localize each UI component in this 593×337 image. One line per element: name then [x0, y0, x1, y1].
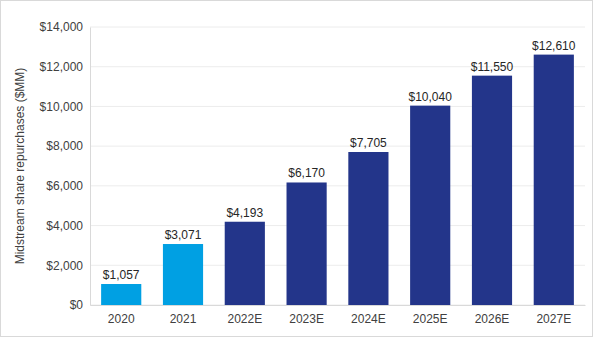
data-label: $1,057 — [103, 268, 140, 282]
y-tick-label: $2,000 — [46, 259, 83, 273]
grid-line — [90, 27, 585, 28]
frame — [1, 1, 593, 337]
y-tick-label: $6,000 — [46, 179, 83, 193]
data-label: $10,040 — [409, 90, 453, 104]
data-label: $7,705 — [350, 136, 387, 150]
y-tick-label: $12,000 — [40, 60, 84, 74]
x-tick-label: 2020 — [108, 312, 135, 326]
y-tick-label: $0 — [70, 298, 84, 312]
x-tick: 2021 — [170, 305, 197, 326]
x-tick: 2026E — [475, 305, 510, 326]
data-label: $3,071 — [165, 228, 202, 242]
x-tick: 2024E — [351, 305, 386, 326]
y-tick: $0 — [70, 298, 90, 312]
bar — [534, 55, 574, 305]
x-tick-label: 2024E — [351, 312, 386, 326]
y-tick: $12,000 — [40, 60, 90, 74]
data-label: $12,610 — [532, 39, 576, 53]
x-axis: 2020 2021 2022E 2023E 2024E 2025E 2026E 2027E — [91, 305, 586, 326]
data-label: $11,550 — [471, 60, 514, 74]
x-tick: 2025E — [413, 305, 448, 326]
x-tick: 2027E — [536, 305, 571, 326]
x-tick: 2020 — [108, 305, 135, 326]
x-tick-label: 2027E — [536, 312, 571, 326]
y-tick-label: $4,000 — [46, 219, 83, 233]
bar — [101, 284, 141, 305]
y-tick: $4,000 — [46, 219, 90, 233]
y-tick: $6,000 — [46, 179, 90, 193]
chart: $0 $2,000 $4,000 $6,000 $8,000 $10,000 $12,000… — [0, 0, 593, 337]
data-label: $6,170 — [288, 166, 325, 180]
y-tick-label: $10,000 — [40, 100, 84, 114]
bar — [472, 76, 512, 305]
bar — [225, 222, 265, 305]
y-tick-label: $8,000 — [46, 139, 83, 153]
y-tick: $2,000 — [46, 259, 90, 273]
grid — [90, 27, 585, 305]
bar — [287, 182, 327, 305]
y-axis-line — [90, 28, 91, 306]
data-label: $4,193 — [226, 206, 263, 220]
x-axis-line — [91, 305, 586, 306]
bar — [163, 244, 203, 305]
x-tick-label: 2026E — [475, 312, 510, 326]
bar — [410, 106, 450, 305]
x-tick-label: 2021 — [170, 312, 197, 326]
y-axis-title: Midstream share repurchases ($MM) — [13, 68, 27, 265]
y-axis: $0 $2,000 $4,000 $6,000 $8,000 $10,000 $12,000… — [40, 20, 91, 312]
y-tick: $10,000 — [40, 100, 90, 114]
x-tick-label: 2025E — [413, 312, 448, 326]
y-tick: $8,000 — [46, 139, 90, 153]
x-tick-label: 2022E — [227, 312, 262, 326]
bars — [101, 55, 574, 305]
x-tick: 2023E — [289, 305, 324, 326]
data-labels: $1,057 $3,071 $4,193 $6,170 $7,705 $10,040 $11… — [103, 39, 576, 282]
y-tick: $14,000 — [40, 20, 90, 34]
x-tick-label: 2023E — [289, 312, 324, 326]
x-tick: 2022E — [227, 305, 262, 326]
y-tick-label: $14,000 — [40, 20, 84, 34]
bar — [348, 152, 388, 305]
